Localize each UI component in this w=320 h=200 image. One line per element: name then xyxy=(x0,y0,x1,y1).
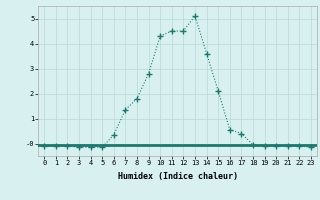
X-axis label: Humidex (Indice chaleur): Humidex (Indice chaleur) xyxy=(118,172,238,181)
